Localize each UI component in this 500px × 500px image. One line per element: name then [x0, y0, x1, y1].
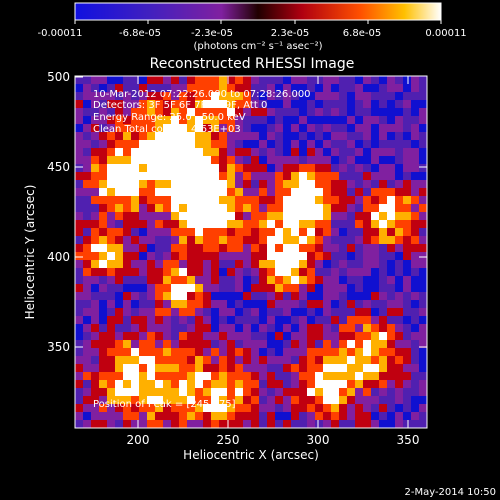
info-overlay: 10-Mar-2012 07:22:26.000 to 07:28:26.000… — [93, 89, 311, 135]
peak-position-label: Position of Peak = [245,475] — [93, 399, 236, 410]
x-tick-label: 350 — [397, 433, 420, 447]
info-line: Detectors: 3F 5F 6F 7F 8F 9F, Att 0 — [93, 100, 267, 111]
info-line: Energy Range: 25.0 - 50.0 keV — [93, 112, 246, 123]
colorbar-ticks — [74, 20, 442, 24]
footer-date: 2-May-2014 10:50 — [404, 487, 496, 498]
colorbar-tick-label: -2.3e-05 — [191, 28, 233, 39]
colorbar-units: (photons cm⁻² s⁻¹ asec⁻²) — [193, 41, 322, 52]
axis-ticks — [75, 76, 427, 428]
y-tick-label: 400 — [47, 250, 70, 264]
colorbar-tick-label: 6.8e-05 — [343, 28, 381, 39]
heatmap-image — [75, 76, 427, 428]
info-line: 10-Mar-2012 07:22:26.000 to 07:28:26.000 — [93, 89, 311, 100]
colorbar — [75, 3, 441, 20]
colorbar-tick-label: -6.8e-05 — [119, 28, 161, 39]
colorbar-tick-label: -0.00011 — [38, 28, 83, 39]
colorbar-tick-label: 2.3e-05 — [271, 28, 309, 39]
y-axis-label: Heliocentric Y (arcsec) — [23, 185, 37, 320]
x-tick-label: 200 — [127, 433, 150, 447]
x-tick-label: 250 — [217, 433, 240, 447]
image-title: Reconstructed RHESSI Image — [150, 56, 355, 72]
plot-frame — [74, 75, 428, 429]
y-tick-label: 450 — [47, 160, 70, 174]
x-tick-label: 300 — [307, 433, 330, 447]
colorbar-tick-label: 0.00011 — [425, 28, 466, 39]
y-tick-label: 500 — [47, 70, 70, 84]
x-axis-label: Heliocentric X (arcsec) — [183, 448, 319, 462]
y-tick-label: 350 — [47, 340, 70, 354]
info-line: Clean Total counts: 4.63E+03 — [93, 124, 241, 135]
